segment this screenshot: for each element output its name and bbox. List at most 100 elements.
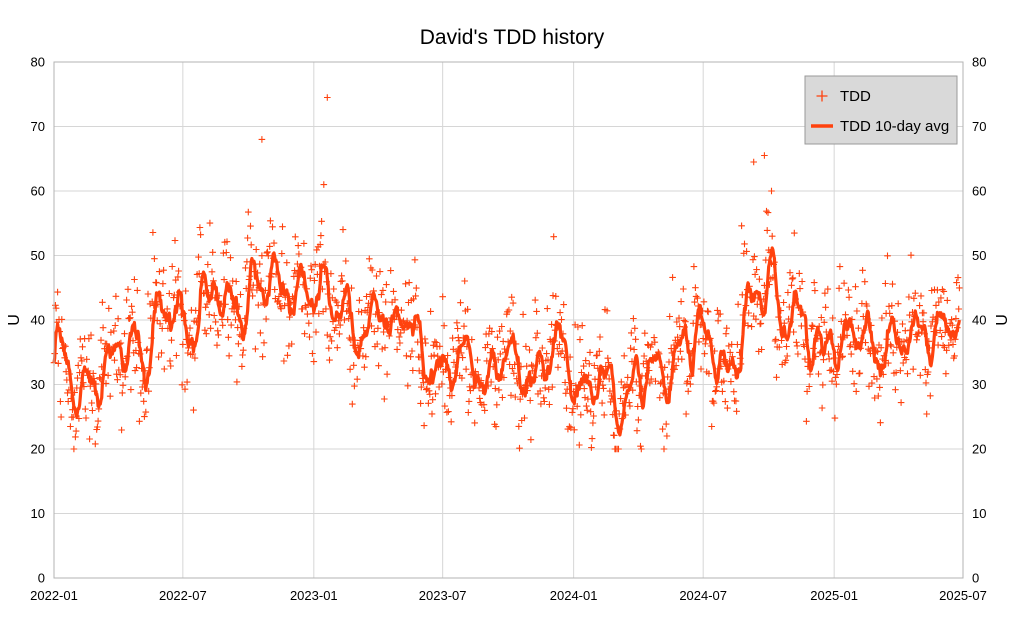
tdd-point	[932, 302, 940, 309]
tdd-point	[656, 394, 664, 401]
tdd-point	[888, 302, 896, 309]
tdd-point	[808, 322, 816, 329]
tdd-point	[650, 334, 658, 341]
tdd-point	[596, 333, 604, 341]
tdd-point	[220, 249, 227, 257]
tdd-point	[279, 223, 286, 230]
tdd-point	[249, 292, 256, 300]
tdd-point	[428, 352, 435, 360]
tdd-point	[754, 301, 761, 308]
tdd-point	[494, 333, 501, 341]
tdd-point	[395, 333, 403, 341]
tdd-point	[158, 349, 165, 357]
tdd-point	[598, 399, 606, 407]
tdd-point	[326, 333, 334, 340]
tdd-point	[206, 219, 214, 227]
tdd-point	[756, 320, 764, 328]
tdd-point	[294, 242, 302, 249]
tdd-point	[943, 347, 950, 354]
tdd-point	[632, 336, 639, 343]
tdd-point	[892, 369, 900, 376]
tdd-point	[692, 293, 700, 300]
tdd-point	[464, 306, 471, 313]
tdd-point	[788, 275, 796, 283]
tdd-point	[722, 330, 730, 337]
tdd-point	[791, 229, 798, 237]
tdd-point	[431, 338, 439, 346]
tdd-point	[277, 305, 285, 312]
tdd-point	[374, 325, 382, 332]
tdd-point	[516, 395, 524, 403]
tdd-point	[620, 352, 628, 360]
tdd-point	[168, 263, 176, 270]
tdd-point	[114, 315, 122, 322]
tdd-point	[631, 325, 639, 332]
tdd-point	[87, 331, 95, 339]
tdd-point	[576, 441, 583, 449]
tdd-point	[876, 384, 883, 391]
tdd-point	[92, 440, 99, 448]
tdd-point	[720, 377, 728, 385]
tdd-point	[129, 308, 136, 316]
tdd-point	[666, 313, 673, 320]
tdd-point	[702, 340, 709, 348]
y-axis-title-right: U	[994, 314, 1011, 326]
tdd-point	[307, 274, 314, 282]
y-tick-label-right: 60	[972, 184, 986, 199]
tdd-point	[581, 394, 589, 401]
tdd-point	[521, 414, 528, 422]
tdd-point	[278, 250, 286, 257]
tdd-point	[336, 321, 344, 329]
tdd-point	[465, 398, 473, 405]
tdd-point	[417, 400, 424, 407]
tdd-point	[659, 425, 666, 433]
tdd-point	[356, 297, 363, 304]
tdd-point	[558, 347, 566, 355]
tdd-point	[204, 261, 212, 268]
tdd-point	[510, 370, 518, 377]
tdd-point	[311, 261, 319, 268]
tdd-point	[815, 370, 822, 378]
tdd-point	[107, 329, 115, 336]
tdd-point	[97, 336, 105, 344]
tdd-point	[663, 432, 671, 440]
tdd-point	[940, 288, 948, 295]
tdd-point	[151, 255, 158, 262]
tdd-point	[849, 368, 856, 375]
tdd-point	[341, 316, 348, 324]
tdd-point	[58, 316, 66, 323]
tdd-point	[694, 294, 701, 302]
y-tick-label-right: 0	[972, 571, 979, 586]
tdd-point	[137, 389, 145, 397]
tdd-point	[919, 318, 927, 325]
tdd-point	[330, 285, 337, 293]
tdd-point	[539, 344, 546, 352]
tdd-point	[558, 316, 565, 323]
grid-layer	[53, 61, 964, 579]
tdd-point	[949, 321, 956, 329]
tdd-point	[533, 308, 540, 315]
tdd-point	[750, 158, 757, 166]
tdd-point	[432, 390, 439, 398]
tdd-point	[166, 357, 174, 365]
tdd-point	[459, 354, 466, 361]
tdd-point	[420, 422, 428, 429]
tdd-point	[263, 249, 271, 257]
tdd-point	[793, 342, 801, 350]
y-tick-label-left: 40	[31, 313, 45, 328]
tdd-point	[899, 359, 907, 367]
tdd-point	[526, 346, 533, 354]
tdd-point	[617, 395, 624, 402]
tdd-point	[519, 311, 527, 318]
tdd-point	[207, 325, 214, 332]
tdd-point	[423, 386, 430, 393]
tdd-point	[909, 365, 917, 373]
tdd-point	[237, 291, 244, 298]
tdd-point	[596, 348, 603, 355]
tdd-point	[704, 308, 712, 316]
tdd-point	[210, 312, 218, 319]
tdd-point	[603, 307, 611, 315]
tdd-point	[310, 358, 318, 365]
tdd-point	[825, 350, 832, 358]
tdd-point	[763, 227, 771, 234]
